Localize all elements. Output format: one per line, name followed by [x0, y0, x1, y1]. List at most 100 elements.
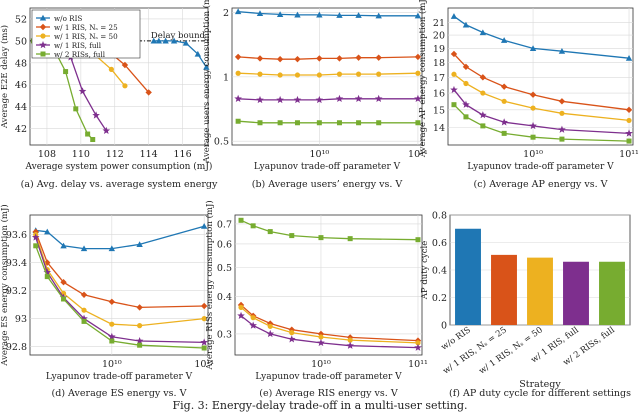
panel-f-bar-4: [599, 261, 625, 325]
panel-c-series-2-point: [559, 110, 565, 116]
panel-d-series-1-point: [136, 304, 143, 311]
panel-a-series-4-point: [73, 106, 79, 112]
panel-f-xtick-label-1: w/ 1 RIS, Nₛ = 25: [441, 325, 508, 376]
panel-d-series-1-point: [60, 279, 67, 286]
legend-label-4: w/ 2 RISs, full: [54, 50, 106, 59]
panel-c-xtick-label: 10¹¹: [619, 149, 639, 160]
panel-b-ytick-label: 2: [223, 8, 229, 19]
panel-b-series-1-point: [294, 55, 301, 63]
panel-b-series-0-point: [256, 10, 264, 17]
panel-f-bar-3: [563, 261, 589, 325]
panel-c-series-1-point: [529, 91, 537, 98]
panel-e-ytick-label: 0.7: [217, 219, 232, 230]
panel-b-series-line-4: [238, 120, 418, 124]
panel-c-series-3-point: [500, 118, 508, 126]
panel-b-series-2-point: [257, 71, 263, 77]
panel-b-series-3-point: [414, 94, 422, 102]
panel-d-series-3-point: [108, 332, 116, 341]
panel-c-series-2-point: [451, 71, 457, 77]
panel-b-series-1-point: [256, 55, 264, 62]
panel-c-series-3-point: [558, 125, 566, 133]
panel-b-series-line-3: [238, 98, 418, 101]
panel-b-xtick-label: 10¹⁰: [309, 149, 329, 160]
panel-c-series-4-point: [530, 134, 536, 140]
legend-marker-3: [39, 41, 47, 49]
panel-f-ytick-label: 0.6: [432, 238, 447, 249]
panel-d-series-0-point: [60, 242, 67, 249]
delay-bound-label: Delay bound: [151, 31, 206, 41]
panel-d-series-3-point: [43, 268, 52, 276]
panel-e-series-2-point: [317, 338, 325, 347]
panel-a-series-2-point: [122, 83, 128, 89]
panel-b-series-4-point: [277, 120, 283, 126]
panel-d-caption: (d) Average ES energy vs. V: [52, 388, 187, 399]
panel-e-series-1-point: [250, 315, 256, 321]
panel-c-series-2-point: [480, 90, 486, 96]
panel-d-series-3-point: [31, 233, 40, 241]
legend-label-3: w/ 1 RIS, full: [54, 41, 102, 50]
panel-a-series-0-point: [162, 37, 169, 44]
panel-a-xlabel: Average system power consumption (mJ): [25, 161, 213, 172]
panel-b-series-2-point: [294, 72, 301, 78]
panel-b-series-0-point: [355, 12, 362, 18]
panel-a-series-0-point: [150, 37, 157, 44]
panel-d-xlabel: Lyapunov trade-off parameter V: [46, 372, 193, 382]
panel-b-axes-frame: [231, 7, 423, 146]
panel-e-series-3-point: [289, 233, 295, 239]
panel-f-bar-2: [527, 257, 553, 325]
panel-b-series-3-point: [234, 94, 242, 102]
panel-a-series-1-point: [121, 61, 129, 69]
panel-e-caption: (e) Average RIS energy vs. V: [259, 388, 398, 399]
legend-marker-4: [40, 51, 46, 57]
panel-e-series-2-point: [346, 341, 354, 349]
panel-c-xtick-label: 10¹⁰: [523, 149, 543, 160]
panel-c-series-0-point: [462, 21, 470, 28]
panel-e-xtick-label: 10¹⁰: [311, 359, 331, 370]
panel-e-ytick-label: 0.5: [217, 263, 232, 274]
panel-b-series-1-point: [316, 55, 323, 62]
panel-c-ytick-label: 16: [433, 89, 445, 100]
panel-b-series-3-point: [276, 95, 284, 104]
panel-b-series-0-point: [294, 11, 301, 18]
panel-a-series-1-point: [145, 89, 152, 96]
panel-e-series-2-point: [414, 343, 422, 351]
panel-e-series-3-point: [238, 217, 244, 223]
panel-f-bar-1: [491, 254, 517, 325]
panel-e-series-2-point: [287, 335, 296, 343]
panel-d-series-0-point: [200, 223, 208, 229]
panel-e-series-1-point: [318, 334, 324, 340]
panel-d-series-0-point: [136, 241, 143, 247]
panel-e-ytick-label: 0.3: [217, 329, 232, 340]
panel-b-series-4-point: [316, 120, 322, 126]
panel-f-ytick-label: 0: [441, 321, 447, 332]
panel-c-series-0-point: [500, 37, 508, 43]
panel-b-ytick-label: 0.5: [214, 137, 229, 148]
panel-f-caption: (f) AP duty cycle for different settings: [449, 388, 631, 399]
panel-c-series-4-point: [451, 102, 457, 108]
panel-c-series-0-point: [558, 47, 566, 54]
panel-f-xlabel: Strategy: [519, 379, 561, 390]
panel-b-series-line-1: [238, 56, 418, 60]
panel-a-series-3-point: [102, 126, 111, 134]
panel-c-ytick-label: 15: [433, 105, 445, 116]
panel-b-series-2-point: [415, 70, 421, 76]
panel-b-series-2-point: [235, 70, 241, 76]
panel-d-series-4-point: [201, 345, 207, 351]
panel-c-series-2-point: [626, 117, 632, 124]
panel-b-series-3-point: [354, 94, 363, 102]
panel-e-series-line-2: [240, 315, 419, 349]
panel-b-series-0-point: [414, 12, 422, 19]
panel-c-series-1-point: [462, 63, 470, 71]
panel-c-ylabel: Average AP energy consumption (mJ): [417, 0, 428, 158]
panel-b-series-1-point: [355, 54, 362, 61]
panel-e-axes-frame: [234, 214, 423, 356]
panel-a-ytick-label: 46: [15, 80, 27, 91]
panel-b-series-4-point: [376, 120, 382, 126]
panel-d-series-4-point: [33, 243, 39, 249]
panel-a-xtick-label: 110: [72, 149, 90, 160]
panel-d-series-1-point: [108, 298, 116, 305]
panel-b-series-2-point: [355, 71, 362, 77]
panel-b-series-4-point: [356, 120, 362, 126]
panel-b-series-3-point: [293, 95, 302, 104]
